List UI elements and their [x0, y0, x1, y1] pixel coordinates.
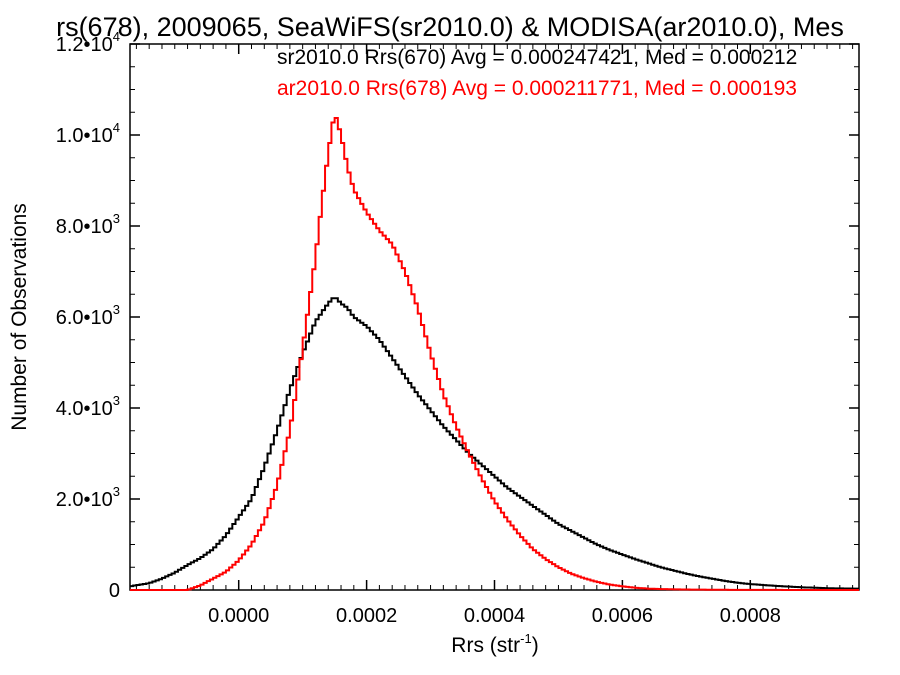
- y-tick-label: 4.0•103: [56, 393, 120, 420]
- plot-frame: [129, 43, 860, 591]
- y-axis: 0 2.0•103 4.0•103 6.0•103 8.0•103 1.0•104 1.2•…: [56, 29, 859, 602]
- series-line-0: [130, 297, 859, 590]
- x-tick-label: 0.0002: [336, 605, 397, 627]
- y-tick-label: 2.0•103: [56, 484, 120, 511]
- x-axis-label-close: ): [532, 634, 539, 657]
- y-tick-label: 0: [109, 580, 120, 602]
- chart-title: rs(678), 2009065, SeaWiFS(sr2010.0) & MO…: [56, 12, 844, 42]
- x-tick-label: 0.0008: [720, 605, 781, 627]
- y-tick-label: 6.0•103: [56, 302, 120, 329]
- x-axis: 0.0000 0.0002 0.0004 0.0006 0.0008: [135, 44, 854, 627]
- x-axis-label-superscript: -1: [520, 631, 532, 646]
- y-axis-label: Number of Observations: [8, 203, 31, 431]
- legend-entry-red: ar2010.0 Rrs(678) Avg = 0.000211771, Med…: [277, 77, 797, 100]
- x-axis-label-main: Rrs (str: [451, 634, 520, 657]
- y-tick-label: 1.0•104: [56, 120, 120, 147]
- y-tick-label: 1.2•104: [56, 29, 120, 56]
- y-tick-label: 8.0•103: [56, 211, 120, 238]
- x-tick-label: 0.0006: [592, 605, 653, 627]
- series-line-1: [130, 116, 859, 591]
- legend-entry-black: sr2010.0 Rrs(670) Avg = 0.000247421, Med…: [277, 46, 797, 69]
- x-axis-label: Rrs (str-1): [451, 631, 538, 657]
- x-tick-label: 0.0004: [464, 605, 525, 627]
- x-tick-label: 0.0000: [208, 605, 269, 627]
- series-layer: [130, 116, 859, 591]
